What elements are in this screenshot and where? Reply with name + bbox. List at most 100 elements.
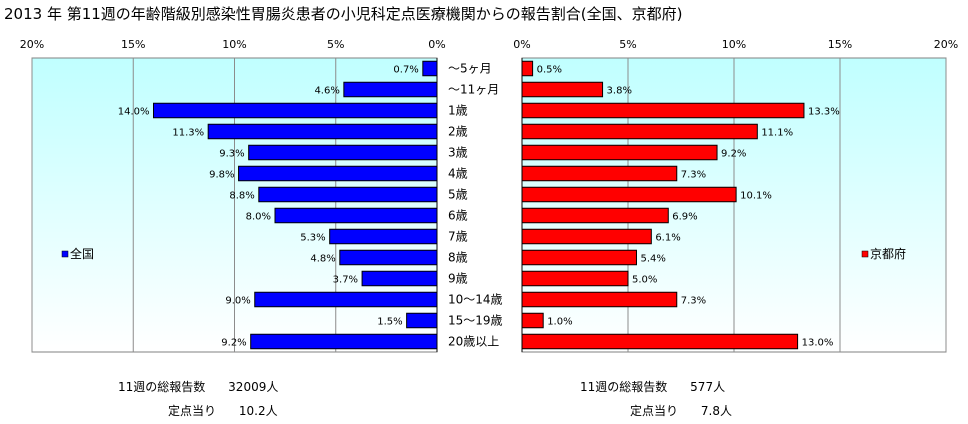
bar (521, 123, 758, 140)
bar (248, 144, 438, 161)
category-label: 4歳 (448, 167, 468, 181)
data-label: 14.0% (118, 107, 150, 118)
x-tick-label: 10% (722, 38, 746, 51)
data-label: 5.0% (632, 275, 657, 286)
bar (329, 228, 438, 245)
data-label: 9.8% (209, 170, 234, 181)
category-label: 15～19歳 (448, 314, 503, 328)
kyoto-per-site-value: 7.8人 (700, 404, 732, 418)
data-label: 7.3% (681, 296, 706, 307)
data-label: 1.0% (547, 317, 572, 328)
bar (343, 81, 438, 98)
national-per-site-label: 定点当り (168, 404, 217, 418)
bar (521, 249, 637, 266)
data-label: 5.3% (300, 233, 325, 244)
category-label: 20歳以上 (448, 335, 499, 349)
bar (361, 270, 438, 287)
data-label: 1.5% (377, 317, 402, 328)
bar (406, 312, 438, 329)
x-tick-label: 20% (20, 38, 44, 51)
bar (521, 270, 629, 287)
category-label: 6歳 (448, 209, 468, 223)
bar (521, 228, 652, 245)
bar (521, 207, 669, 224)
data-label: 9.2% (721, 149, 746, 160)
x-tick-label: 5% (619, 38, 636, 51)
bar (207, 123, 438, 140)
x-tick-label: 20% (934, 38, 958, 51)
bar (521, 312, 544, 329)
x-tick-label: 15% (828, 38, 852, 51)
data-label: 11.1% (761, 128, 793, 139)
category-label: ～5ヶ月 (448, 62, 492, 76)
data-label: 9.0% (225, 296, 250, 307)
kyoto-per-site: 定点当り 7.8人 (630, 402, 732, 419)
bar (521, 144, 718, 161)
category-label: 3歳 (448, 146, 468, 160)
kyoto-total-label: 11週の総報告数 (580, 380, 668, 394)
category-label: 9歳 (448, 272, 468, 286)
data-label: 0.5% (537, 65, 562, 76)
right-panel-kyoto: 0% 5% 10% 15% 20% 0.5% 3.8% 13.3% 11.1% 9.2% 7.3% 1… (513, 38, 958, 353)
legend-swatch (861, 250, 869, 258)
data-label: 5.4% (640, 254, 665, 265)
national-total-value: 32009人 (228, 380, 279, 394)
kyoto-total-reports: 11週の総報告数 577人 (580, 378, 725, 395)
kyoto-total-value: 577人 (690, 380, 726, 394)
national-total-reports: 11週の総報告数 32009人 (118, 378, 278, 395)
bar (274, 207, 438, 224)
category-label: 2歳 (448, 125, 468, 139)
category-label: 7歳 (448, 230, 468, 244)
data-label: 7.3% (681, 170, 706, 181)
bar (238, 165, 438, 182)
data-label: 11.3% (172, 128, 204, 139)
chart-title: 2013 年 第11週の年齢階級別感染性胃腸炎患者の小児科定点医療機関からの報告… (4, 5, 683, 23)
bar (521, 333, 799, 350)
bar (250, 333, 438, 350)
data-label: 9.2% (221, 338, 246, 349)
category-label: 5歳 (448, 188, 468, 202)
bar (521, 81, 604, 98)
national-total-label: 11週の総報告数 (118, 380, 206, 394)
bar (258, 186, 438, 203)
legend-label: 京都府 (870, 246, 906, 261)
category-label: 1歳 (448, 104, 468, 118)
data-label: 4.8% (310, 254, 335, 265)
category-label: ～11ヶ月 (448, 83, 499, 97)
data-label: 6.9% (672, 212, 697, 223)
kyoto-per-site-label: 定点当り (630, 404, 679, 418)
national-per-site: 定点当り 10.2人 (168, 402, 278, 419)
data-label: 9.3% (219, 149, 244, 160)
bar (422, 60, 438, 77)
bar (521, 291, 678, 308)
x-tick-label: 5% (327, 38, 344, 51)
x-tick-label: 15% (121, 38, 145, 51)
data-label: 3.7% (333, 275, 358, 286)
data-label: 6.1% (655, 233, 680, 244)
legend-label: 全国 (70, 246, 94, 261)
x-tick-label: 10% (222, 38, 246, 51)
national-per-site-value: 10.2人 (238, 404, 278, 418)
bar (521, 60, 534, 77)
category-labels: ～5ヶ月 ～11ヶ月 1歳 2歳 3歳 4歳 5歳 6歳 7歳 8歳 9歳 10～14歳 15～19歳 2… (448, 62, 503, 349)
bar (153, 102, 438, 119)
category-label: 8歳 (448, 251, 468, 265)
data-label: 8.8% (229, 191, 254, 202)
category-label: 10～14歳 (448, 293, 503, 307)
data-label: 13.0% (802, 338, 834, 349)
x-tick-label: 0% (513, 38, 530, 51)
bar (521, 165, 678, 182)
bar (521, 102, 805, 119)
data-label: 3.8% (607, 86, 632, 97)
bar (521, 186, 737, 203)
bar (339, 249, 438, 266)
legend-swatch (61, 250, 69, 258)
data-label: 0.7% (393, 65, 418, 76)
data-label: 13.3% (808, 107, 840, 118)
data-label: 8.0% (246, 212, 271, 223)
data-label: 10.1% (740, 191, 772, 202)
x-tick-label: 0% (428, 38, 445, 51)
data-label: 4.6% (314, 86, 339, 97)
left-panel-national: 0% 5% 10% 15% 20% 0.7% 4.6% 14.0% 11.3% 9.3% 9.8% 8… (20, 38, 446, 353)
